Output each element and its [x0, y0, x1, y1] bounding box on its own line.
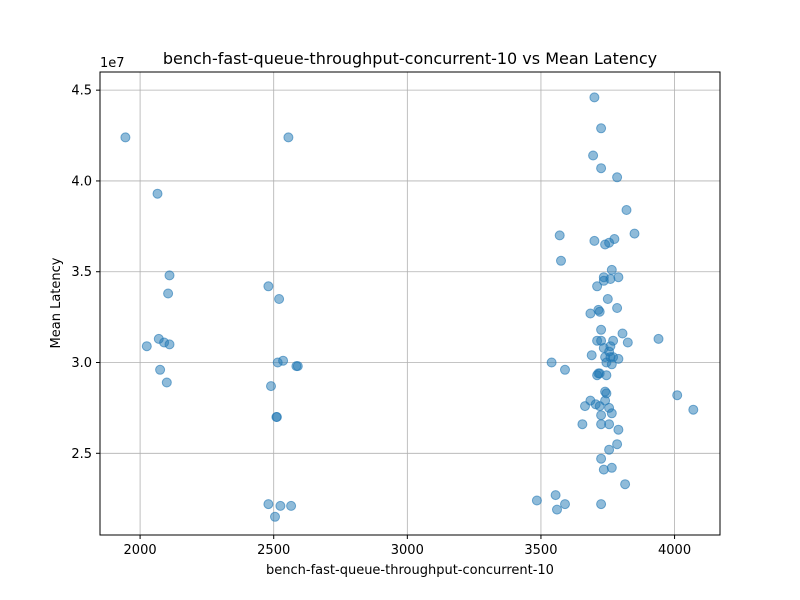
- data-point: [586, 350, 597, 361]
- data-point: [263, 499, 274, 510]
- data-point: [604, 237, 615, 248]
- data-point: [560, 364, 570, 375]
- data-point: [554, 230, 565, 241]
- data-point: [594, 401, 605, 412]
- y-tick-label: 4.0: [71, 174, 92, 189]
- plot-frame: [99, 71, 721, 536]
- x-axis-label: bench-fast-queue-throughput-concurrent-1…: [266, 563, 554, 578]
- data-point: [612, 439, 623, 450]
- data-points: [120, 92, 699, 522]
- data-point: [120, 132, 131, 143]
- data-point: [596, 410, 607, 421]
- data-point: [604, 444, 615, 455]
- data-point: [606, 359, 617, 370]
- data-point: [589, 235, 600, 246]
- data-point: [275, 500, 286, 511]
- data-point: [688, 404, 699, 415]
- data-point: [592, 281, 603, 292]
- data-point: [141, 341, 152, 352]
- data-point: [552, 504, 562, 515]
- data-point: [283, 132, 294, 143]
- data-point: [588, 150, 599, 161]
- y-axis-offset-label: 1e7: [100, 56, 125, 71]
- x-axis-ticks: 2000 2500 3000 3500 4000: [124, 535, 691, 558]
- data-point: [164, 339, 175, 350]
- x-tick-label: 2000: [124, 543, 157, 558]
- chart-title: bench-fast-queue-throughput-concurrent-1…: [163, 49, 657, 68]
- data-point: [606, 264, 617, 275]
- data-point: [606, 408, 617, 419]
- data-point: [596, 453, 607, 464]
- x-tick-label: 3500: [524, 543, 557, 558]
- data-point: [604, 419, 615, 430]
- data-point: [606, 462, 617, 473]
- data-point: [546, 357, 557, 368]
- data-point: [292, 361, 303, 372]
- data-point: [263, 281, 274, 292]
- data-point: [550, 490, 561, 501]
- data-point: [602, 294, 613, 304]
- data-point: [274, 294, 285, 304]
- data-point: [596, 499, 607, 510]
- data-point: [560, 499, 570, 510]
- data-point: [577, 419, 588, 430]
- y-axis-ticks: 2.5 3.0 3.5 4.0 4.5: [71, 84, 100, 462]
- y-tick-label: 3.5: [71, 265, 92, 280]
- data-point: [612, 303, 623, 313]
- data-point: [152, 188, 163, 199]
- data-point: [672, 390, 683, 401]
- data-point: [617, 328, 628, 339]
- x-tick-label: 3000: [391, 543, 424, 558]
- data-point: [271, 412, 282, 422]
- data-point: [585, 308, 596, 319]
- data-point: [622, 337, 633, 348]
- data-point: [612, 172, 623, 183]
- data-point: [621, 205, 632, 215]
- data-point: [161, 377, 172, 388]
- data-point: [613, 424, 624, 435]
- y-tick-label: 3.0: [71, 356, 92, 371]
- data-point: [278, 355, 289, 366]
- data-point: [164, 270, 175, 281]
- y-tick-label: 2.5: [71, 447, 92, 462]
- y-axis-label: Mean Latency: [49, 257, 64, 348]
- data-point: [155, 364, 166, 375]
- data-point: [556, 255, 566, 266]
- data-point: [592, 370, 603, 381]
- x-tick-label: 2500: [257, 543, 290, 558]
- data-point: [270, 511, 280, 522]
- data-point: [589, 92, 600, 103]
- data-point: [613, 272, 624, 283]
- data-point: [286, 500, 297, 511]
- data-point: [266, 381, 276, 392]
- data-point: [601, 370, 612, 381]
- data-point: [596, 163, 607, 174]
- data-point: [629, 228, 640, 239]
- data-point: [531, 495, 542, 506]
- data-point: [620, 479, 631, 490]
- data-point: [580, 401, 590, 412]
- y-tick-label: 4.5: [71, 84, 92, 99]
- data-point: [653, 333, 664, 344]
- data-point: [596, 324, 607, 335]
- data-point: [596, 123, 607, 134]
- data-point: [613, 353, 624, 364]
- data-point: [163, 288, 174, 299]
- data-point: [598, 464, 609, 475]
- x-tick-label: 4000: [658, 543, 691, 558]
- data-point: [594, 306, 605, 317]
- data-point: [605, 274, 616, 284]
